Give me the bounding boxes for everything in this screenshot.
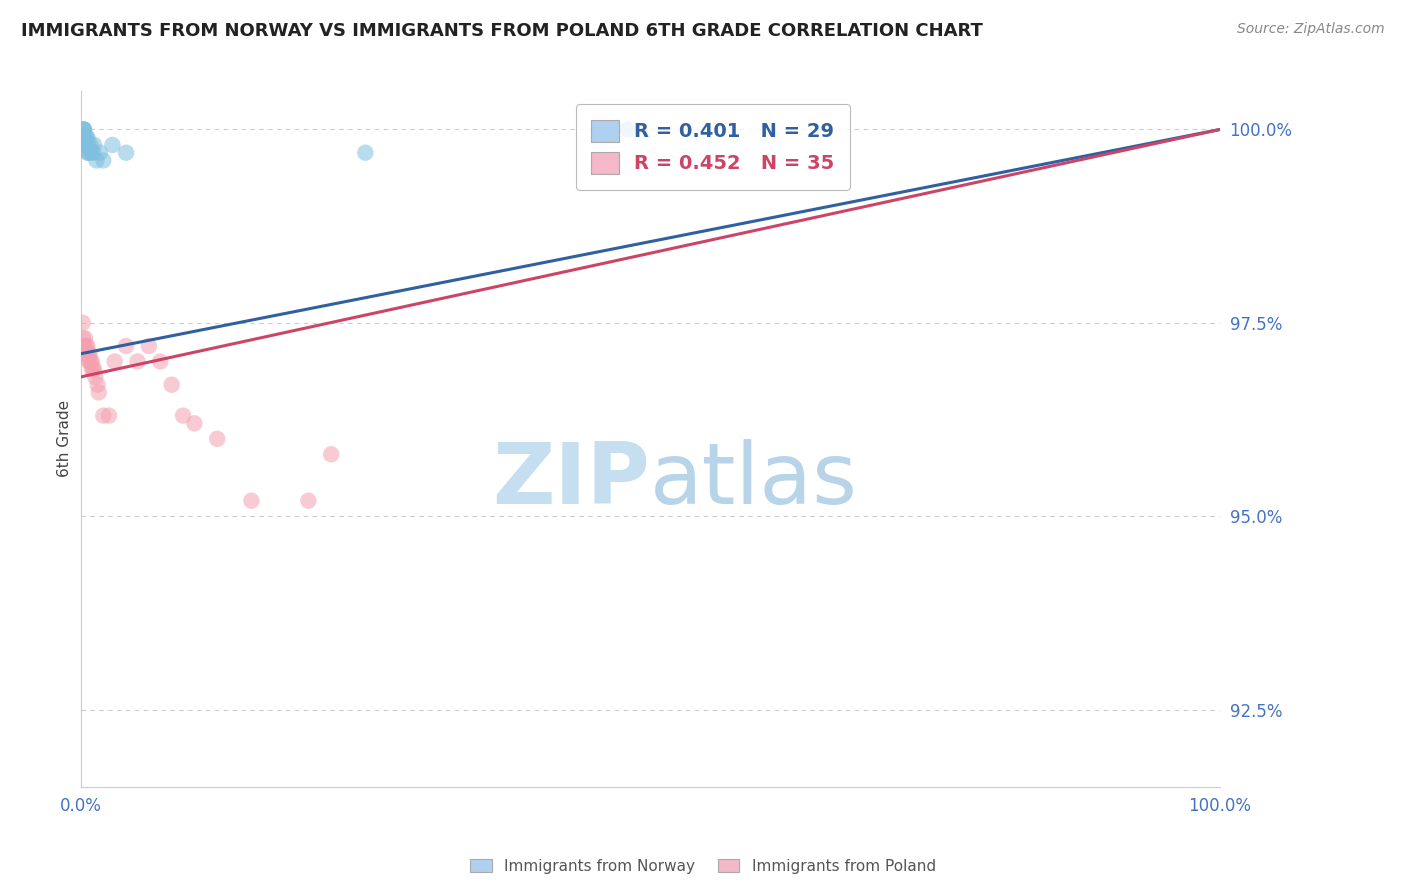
Point <box>321 447 343 461</box>
Point <box>80 354 103 368</box>
Point <box>75 138 97 153</box>
Point <box>75 138 97 153</box>
Point <box>75 138 97 153</box>
Point <box>73 130 96 145</box>
Point <box>115 339 138 353</box>
Point <box>76 130 98 145</box>
Point <box>83 362 105 376</box>
Point <box>77 347 100 361</box>
Y-axis label: 6th Grade: 6th Grade <box>58 401 72 477</box>
Point <box>73 122 96 136</box>
Point <box>77 354 100 368</box>
Point <box>80 354 103 368</box>
Point <box>91 153 114 168</box>
Point <box>83 138 105 153</box>
Point <box>82 145 104 160</box>
Point <box>77 138 100 153</box>
Text: IMMIGRANTS FROM NORWAY VS IMMIGRANTS FROM POLAND 6TH GRADE CORRELATION CHART: IMMIGRANTS FROM NORWAY VS IMMIGRANTS FRO… <box>21 22 983 40</box>
Point <box>89 145 111 160</box>
Point <box>115 145 138 160</box>
Point <box>72 122 94 136</box>
Point <box>75 130 97 145</box>
Point <box>75 331 97 345</box>
Point <box>101 138 124 153</box>
Point <box>98 409 121 423</box>
Text: ZIP: ZIP <box>492 439 650 522</box>
Text: atlas: atlas <box>650 439 858 522</box>
Point <box>72 331 94 345</box>
Point <box>80 138 103 153</box>
Point <box>79 145 101 160</box>
Point <box>77 145 100 160</box>
Point <box>86 377 108 392</box>
Legend: R = 0.401   N = 29, R = 0.452   N = 35: R = 0.401 N = 29, R = 0.452 N = 35 <box>576 104 849 190</box>
Legend: Immigrants from Norway, Immigrants from Poland: Immigrants from Norway, Immigrants from … <box>464 853 942 880</box>
Point <box>73 130 96 145</box>
Point <box>75 347 97 361</box>
Point <box>75 347 97 361</box>
Point <box>82 362 104 376</box>
Point <box>72 316 94 330</box>
Text: Source: ZipAtlas.com: Source: ZipAtlas.com <box>1237 22 1385 37</box>
Point <box>207 432 229 446</box>
Point <box>183 417 205 431</box>
Point <box>84 370 107 384</box>
Point <box>73 339 96 353</box>
Point <box>75 339 97 353</box>
Point <box>616 122 638 136</box>
Point <box>240 493 263 508</box>
Point <box>87 385 110 400</box>
Point <box>127 354 149 368</box>
Point <box>76 339 98 353</box>
Point <box>354 145 377 160</box>
Point <box>79 347 101 361</box>
Point <box>76 145 98 160</box>
Point <box>86 153 108 168</box>
Point <box>73 339 96 353</box>
Point <box>80 362 103 376</box>
Point <box>73 122 96 136</box>
Point <box>80 145 103 160</box>
Point <box>73 122 96 136</box>
Point <box>297 493 319 508</box>
Point <box>138 339 160 353</box>
Point <box>160 377 183 392</box>
Point <box>79 354 101 368</box>
Point <box>75 130 97 145</box>
Point <box>91 409 114 423</box>
Point <box>172 409 194 423</box>
Point <box>75 138 97 153</box>
Point <box>73 130 96 145</box>
Point <box>149 354 172 368</box>
Point <box>104 354 127 368</box>
